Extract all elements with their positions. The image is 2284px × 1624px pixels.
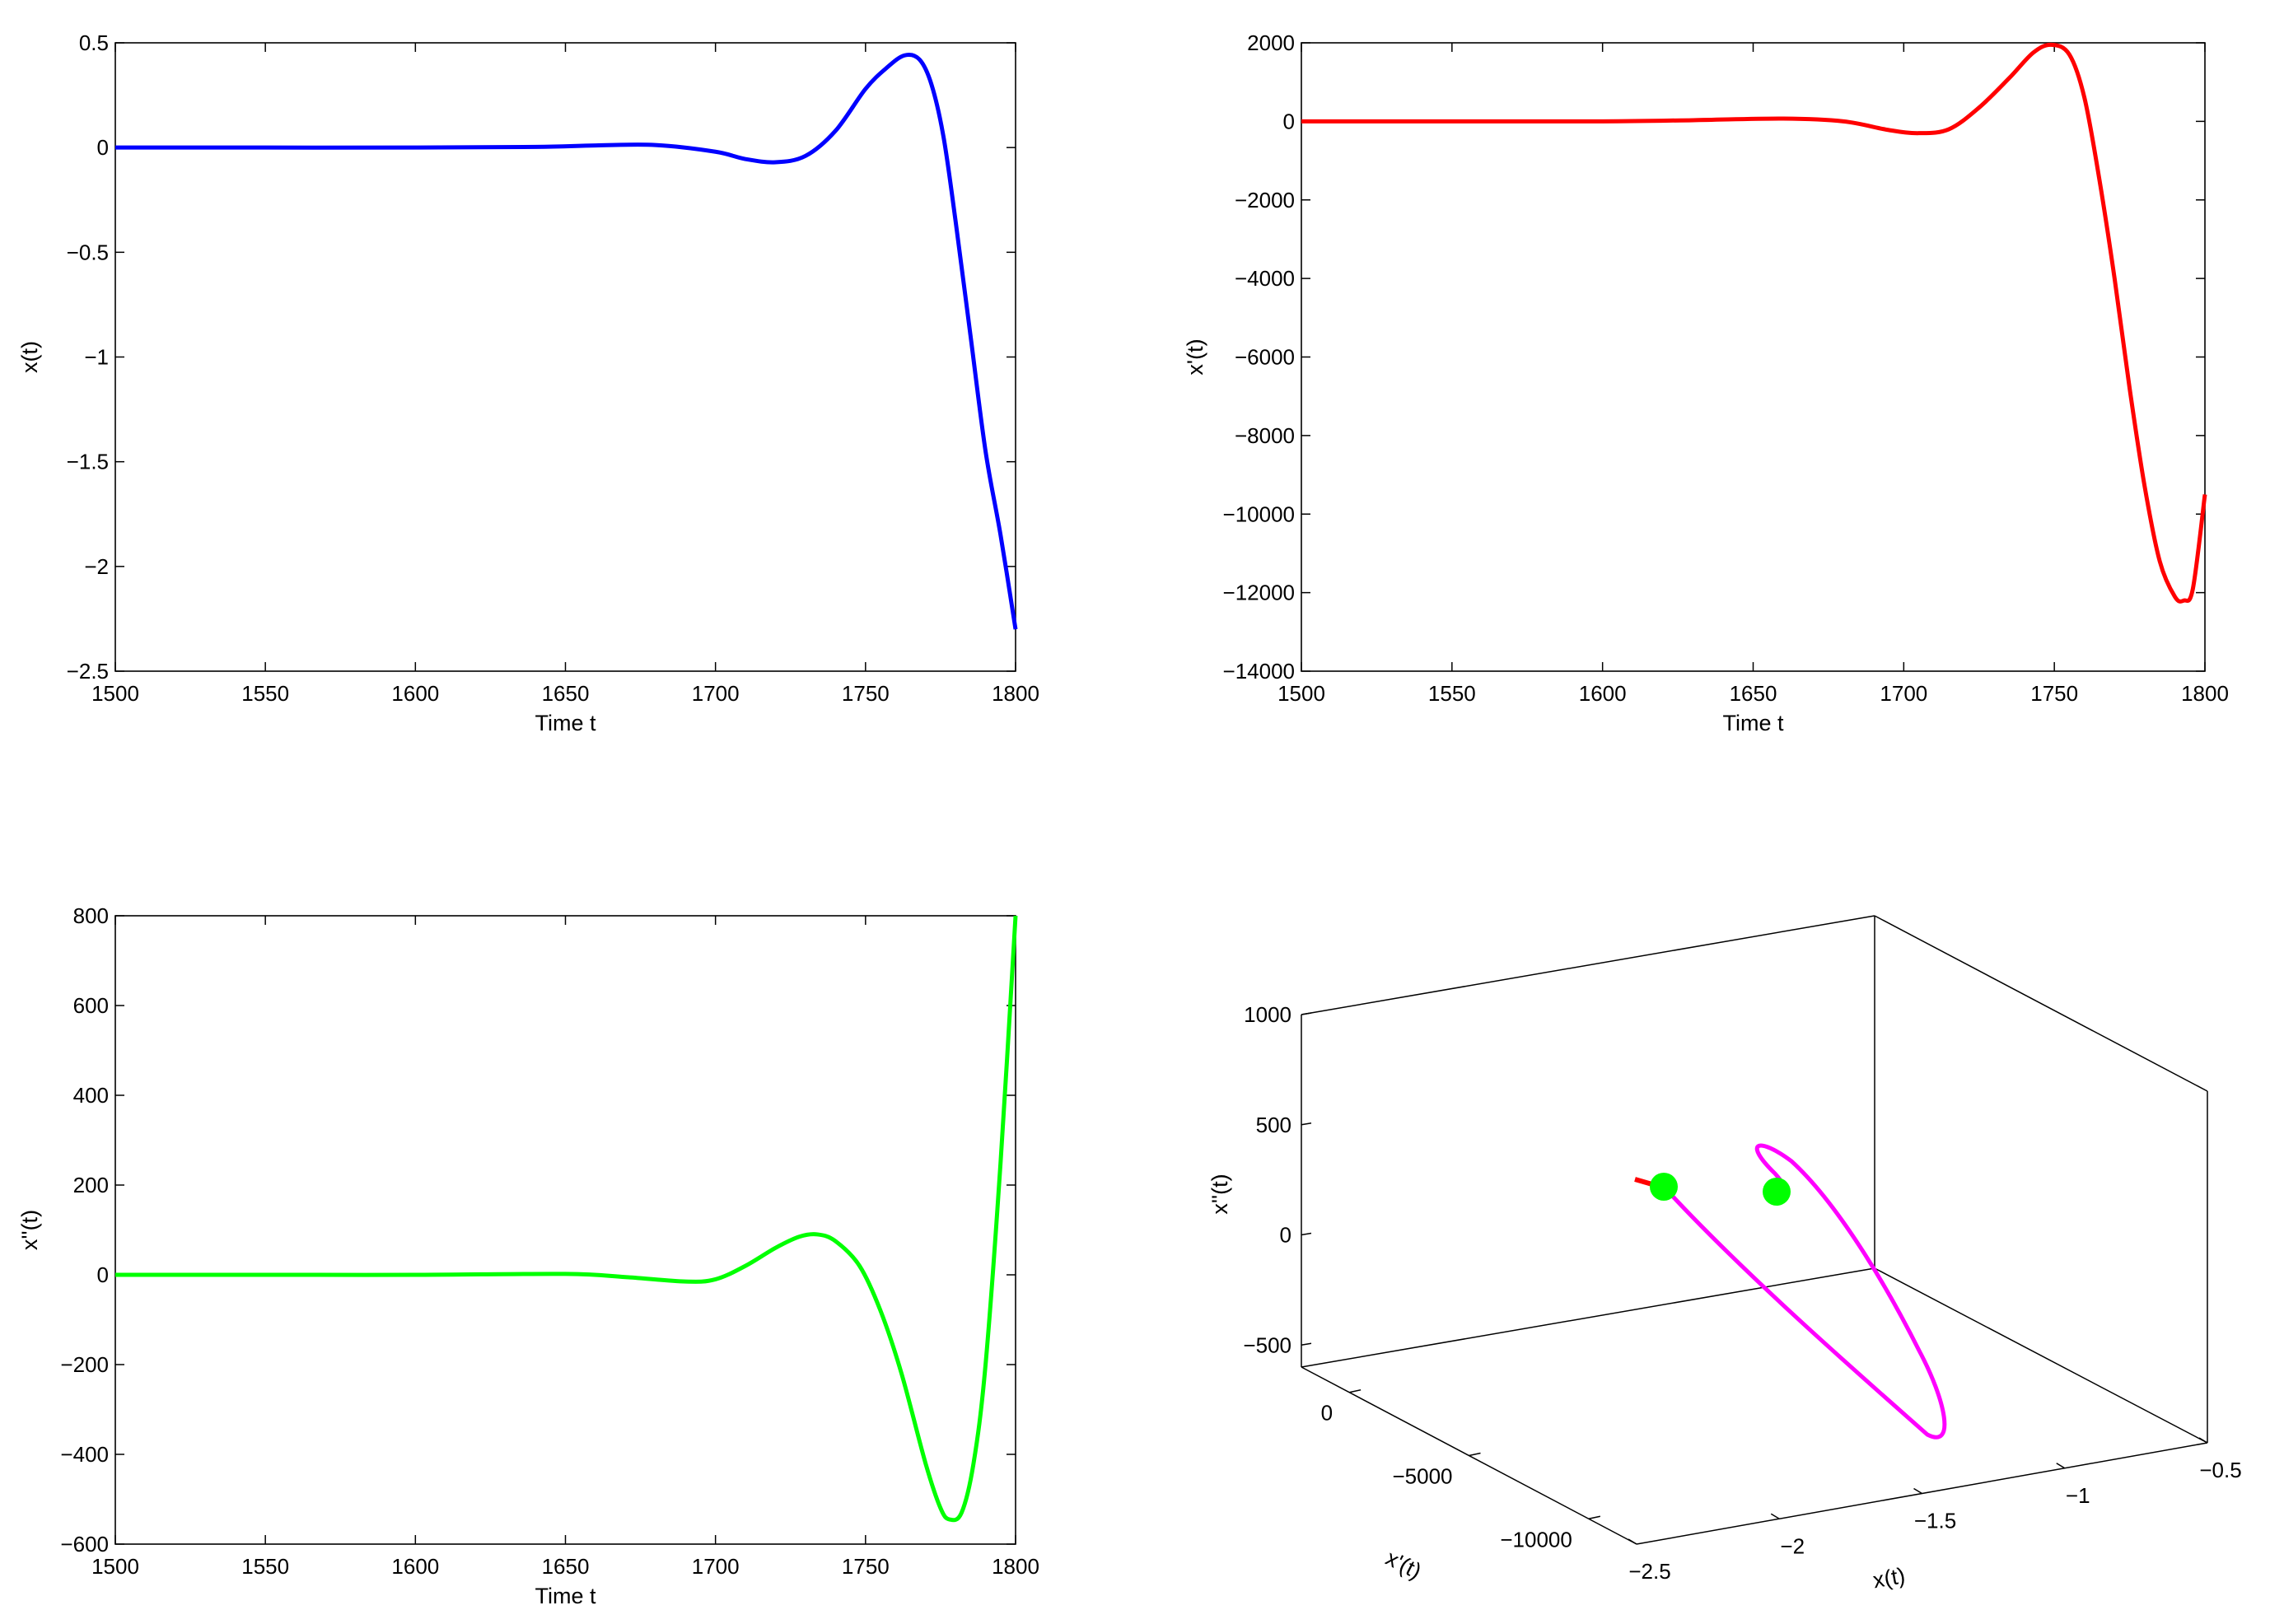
z-tick-label: 500 bbox=[1256, 1113, 1291, 1137]
x-tick-label: 1500 bbox=[91, 1554, 139, 1579]
y-tick-label: 0 bbox=[1283, 109, 1295, 133]
x-tick-label: 1800 bbox=[992, 1554, 1039, 1579]
y-axis-title: x'(t) bbox=[1382, 1546, 1426, 1584]
box-edge-right-top bbox=[1874, 915, 2208, 1092]
trajectory-line bbox=[1662, 1143, 1947, 1440]
x-tick-label: 1750 bbox=[842, 681, 890, 706]
plot-frame bbox=[114, 915, 1016, 1545]
y-tick-label: 400 bbox=[73, 1083, 109, 1108]
x-tick-label: −2.5 bbox=[1628, 1559, 1670, 1584]
x-tick-label: 1650 bbox=[542, 681, 590, 706]
x-tick-label: 1550 bbox=[241, 1554, 289, 1579]
box-edge-floor-right bbox=[1874, 1267, 2208, 1444]
z-tick-mark bbox=[1301, 1012, 1312, 1015]
x-tick-label: 1600 bbox=[391, 681, 439, 706]
y-tick-label: 0 bbox=[97, 135, 109, 160]
x-tick-label: 1800 bbox=[992, 681, 1039, 706]
y-tick-mark bbox=[1588, 1515, 1601, 1520]
y-tick-label: −2000 bbox=[1235, 188, 1295, 212]
series-line bbox=[114, 53, 1018, 630]
y-axis-title: x''(t) bbox=[17, 1210, 42, 1250]
x-tick-label: 1600 bbox=[391, 1554, 439, 1579]
x-tick-mark bbox=[1770, 1513, 1780, 1519]
x-axis-title: Time t bbox=[1723, 711, 1784, 735]
marker-point bbox=[1650, 1173, 1678, 1201]
x-tick-label: −1.5 bbox=[1914, 1509, 1956, 1533]
y-tick-label: 0 bbox=[97, 1262, 109, 1287]
y-tick-label: 0.5 bbox=[79, 30, 109, 55]
y-tick-label: −2.5 bbox=[67, 659, 109, 684]
y-tick-label: −6000 bbox=[1235, 345, 1295, 370]
z-axis-title: x''(t) bbox=[1207, 1174, 1232, 1214]
y-tick-label: −8000 bbox=[1235, 423, 1295, 448]
y-tick-label: −0.5 bbox=[67, 240, 109, 264]
box-edge-floor-back bbox=[1301, 1267, 1875, 1368]
box-edge-back-top bbox=[1301, 915, 1875, 1015]
x-tick-mark bbox=[2198, 1437, 2208, 1444]
x-tick-label: −1 bbox=[2066, 1483, 2090, 1508]
y-tick-label: −1 bbox=[84, 345, 109, 370]
z-tick-label: 1000 bbox=[1244, 1002, 1291, 1027]
y-tick-mark bbox=[1348, 1388, 1362, 1393]
x-axis-title: x(t) bbox=[1871, 1563, 1908, 1593]
x-tick-label: 1550 bbox=[241, 681, 289, 706]
x-tick-label: 1650 bbox=[1730, 681, 1777, 706]
x-tick-label: 1750 bbox=[2030, 681, 2078, 706]
y-tick-label: −200 bbox=[60, 1352, 109, 1377]
y-tick-mark bbox=[1469, 1452, 1481, 1457]
y-tick-label: −10000 bbox=[1223, 502, 1295, 526]
plot-frame bbox=[114, 42, 1016, 672]
z-tick-mark bbox=[1301, 1342, 1312, 1346]
x-tick-label: 1550 bbox=[1428, 681, 1476, 706]
series-line bbox=[1301, 42, 2207, 604]
z-tick-label: −500 bbox=[1243, 1332, 1291, 1357]
panel-xdoubleprime-of-t: 1500 1550 1600 1650 1700 1750 1800 −600 −400 −200… bbox=[17, 903, 1039, 1608]
x-tick-label: 1700 bbox=[692, 681, 740, 706]
y-tick-label: −4000 bbox=[1235, 266, 1295, 291]
x-tick-label: 1600 bbox=[1579, 681, 1627, 706]
y-tick-label: −2 bbox=[84, 554, 109, 579]
y-tick-label: 600 bbox=[73, 993, 109, 1018]
x-tick-label: −0.5 bbox=[2199, 1458, 2241, 1482]
y-tick-label: −12000 bbox=[1223, 581, 1295, 605]
x-tick-label: 1800 bbox=[2181, 681, 2229, 706]
y-tick-label: −1.5 bbox=[67, 450, 109, 474]
marker-point bbox=[1763, 1178, 1791, 1206]
y-tick-label: 200 bbox=[73, 1173, 109, 1197]
x-tick-label: 1500 bbox=[1277, 681, 1325, 706]
x-axis-title: Time t bbox=[535, 711, 596, 735]
series-line bbox=[114, 915, 1018, 1523]
y-tick-label: 2000 bbox=[1247, 30, 1295, 55]
x-tick-mark bbox=[1628, 1538, 1637, 1545]
x-tick-label: 1500 bbox=[91, 681, 139, 706]
x-tick-label: −2 bbox=[1780, 1533, 1805, 1558]
y-tick-label: −400 bbox=[60, 1442, 109, 1467]
z-tick-label: 0 bbox=[1280, 1223, 1291, 1248]
y-tick-label: −10000 bbox=[1500, 1527, 1572, 1552]
y-tick-label: 800 bbox=[73, 903, 109, 928]
plot-frame bbox=[1301, 42, 2206, 672]
y-axis-title: x'(t) bbox=[1183, 338, 1207, 375]
z-tick-mark bbox=[1301, 1122, 1312, 1126]
y-tick-label: 0 bbox=[1321, 1401, 1333, 1426]
x-tick-mark bbox=[1913, 1487, 1922, 1495]
y-tick-label: −5000 bbox=[1392, 1464, 1452, 1489]
panel-x-of-t: 1500 1550 1600 1650 1700 1750 1800 −2.5 −2 −1.5 −1… bbox=[17, 30, 1039, 735]
x-tick-label: 1700 bbox=[692, 1554, 740, 1579]
y-axis-title: x(t) bbox=[17, 341, 42, 373]
x-tick-label: 1650 bbox=[542, 1554, 590, 1579]
x-axis-title: Time t bbox=[535, 1584, 596, 1608]
z-tick-mark bbox=[1301, 1232, 1312, 1236]
x-tick-label: 1750 bbox=[842, 1554, 890, 1579]
y-tick-label: −600 bbox=[60, 1532, 109, 1556]
panel-xprime-of-t: 1500 1550 1600 1650 1700 1750 1800 −14000 −12000… bbox=[1183, 30, 2229, 735]
x-tick-label: 1700 bbox=[1880, 681, 1927, 706]
y-tick-label: −14000 bbox=[1223, 659, 1295, 684]
x-tick-mark bbox=[2056, 1463, 2066, 1469]
